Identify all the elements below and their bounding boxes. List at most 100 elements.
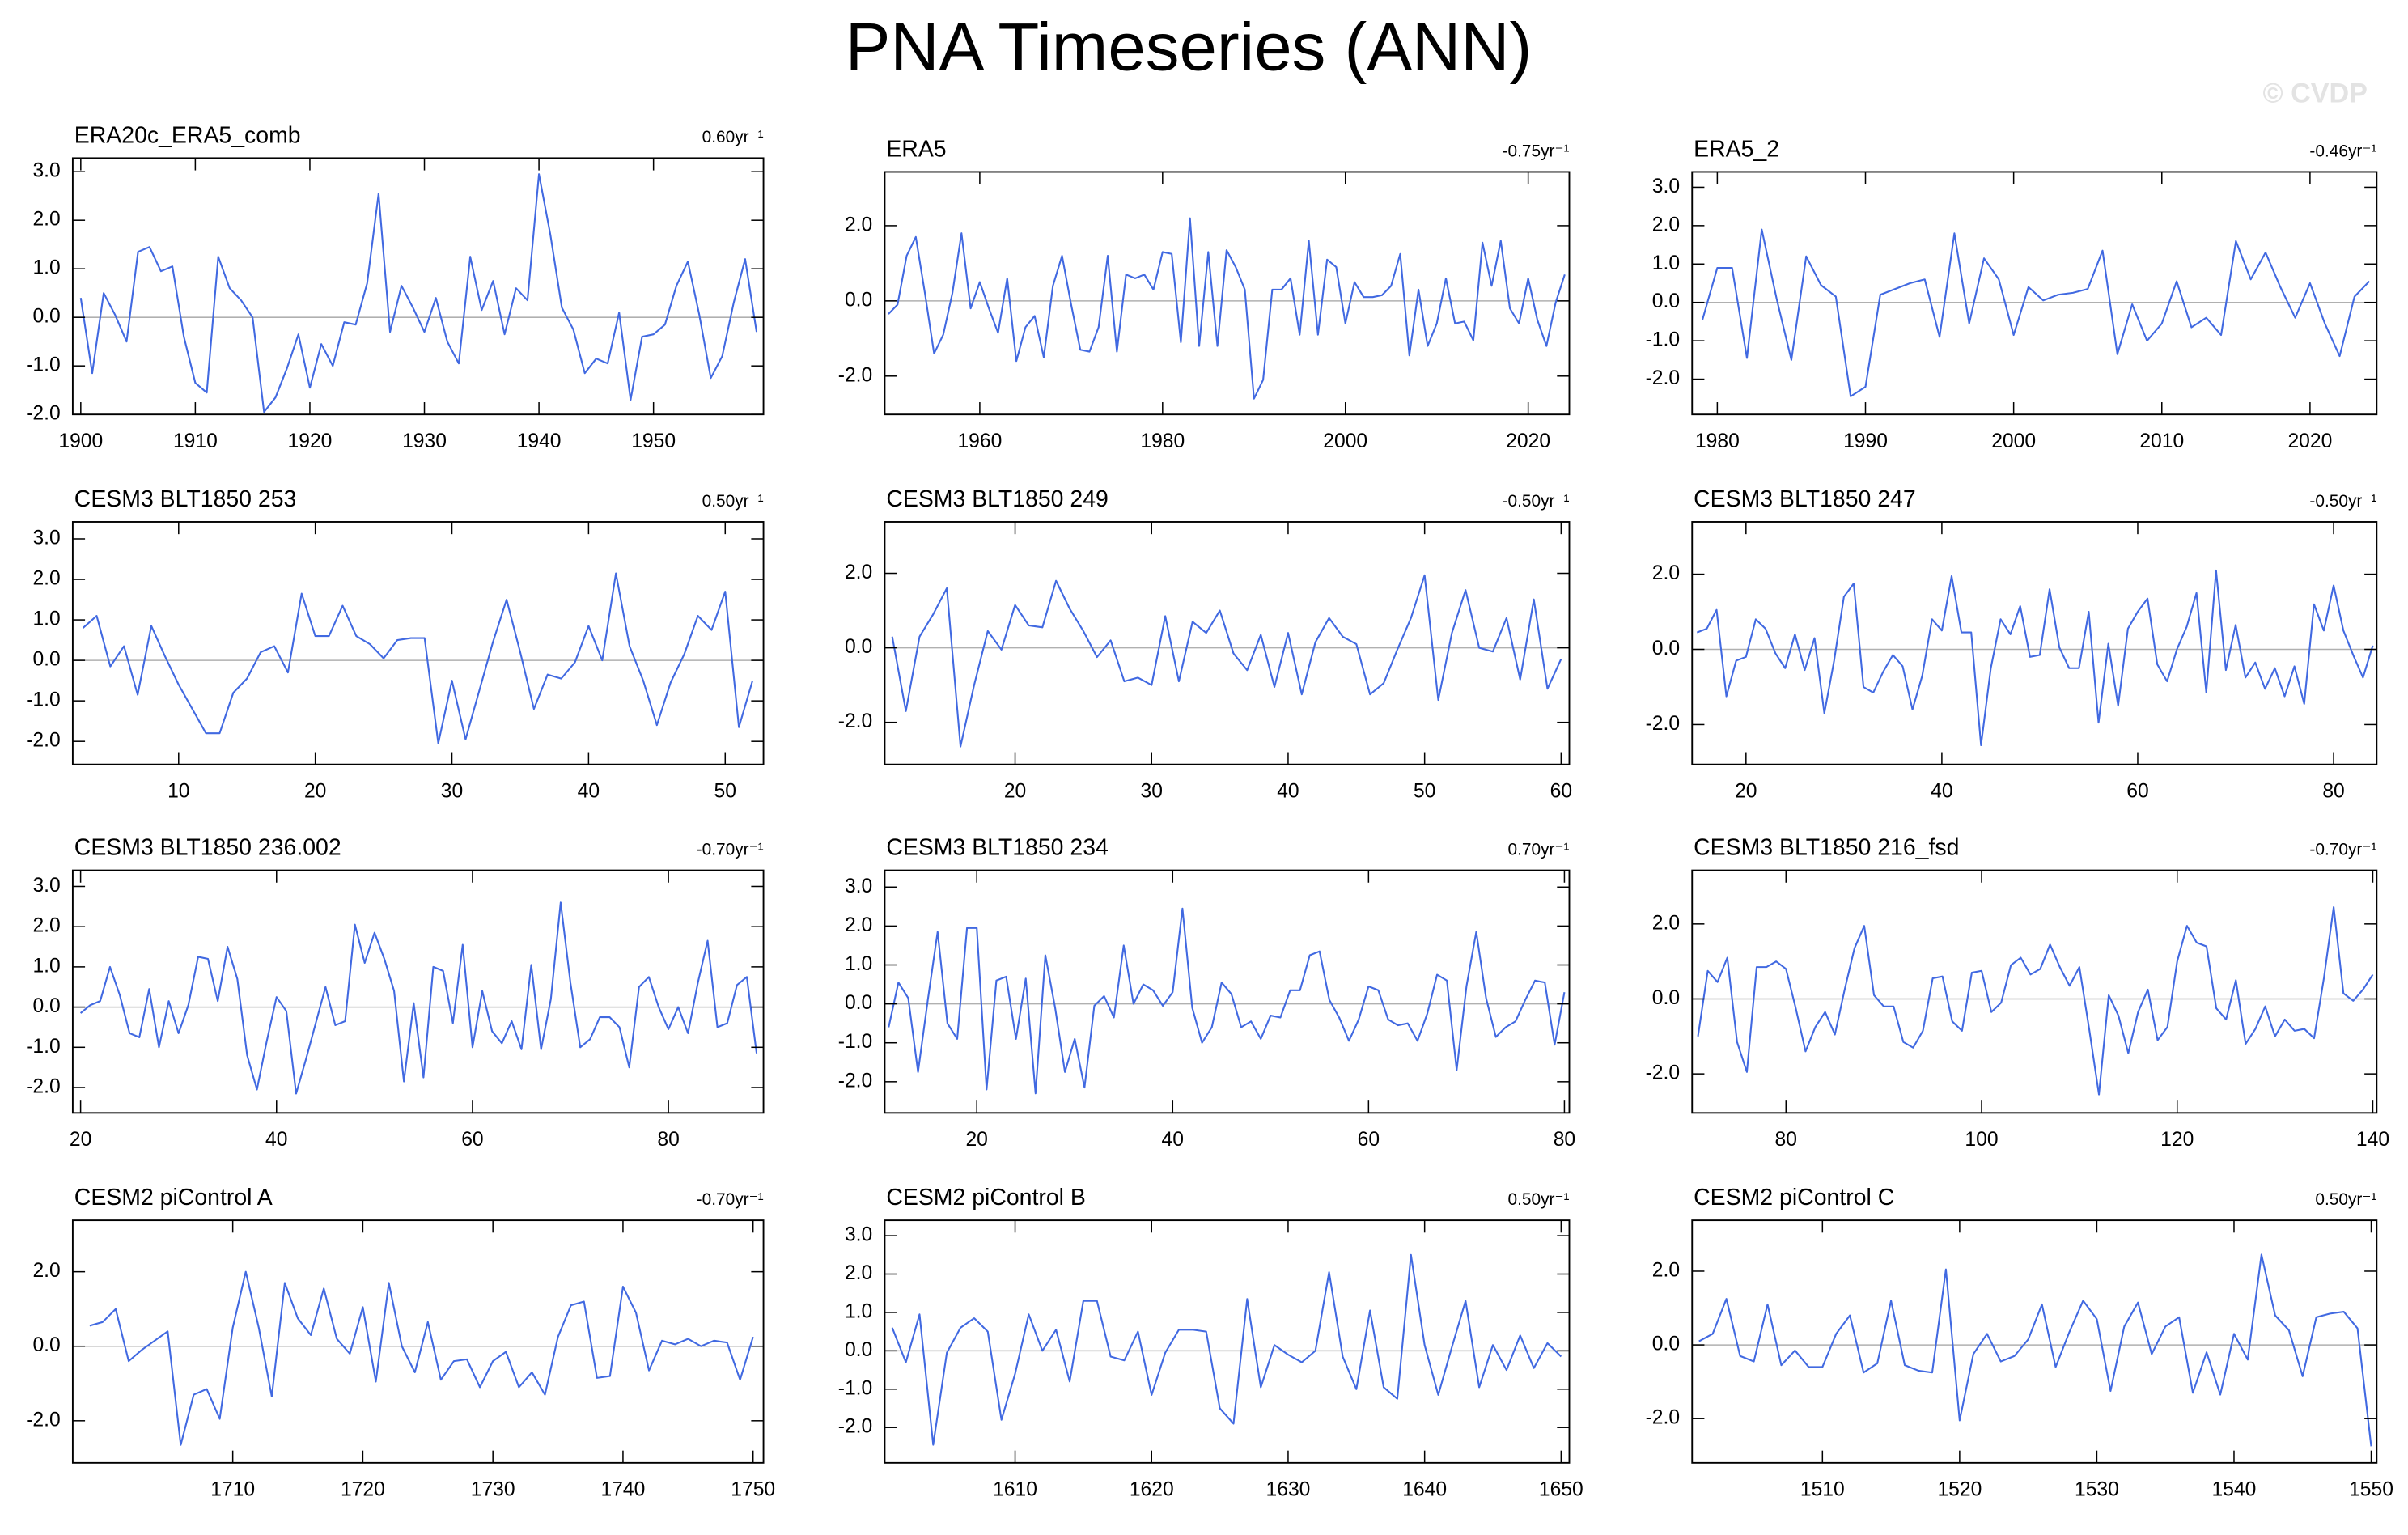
- series-line: [888, 217, 1566, 400]
- y-tick-label: -2.0: [838, 1416, 873, 1438]
- y-tick-label: 1.0: [32, 955, 60, 977]
- y-tick-label: 3.0: [1652, 176, 1680, 197]
- y-tick-label: 0.0: [1652, 1334, 1680, 1355]
- trend-label: -0.70yr⁻¹: [697, 840, 764, 859]
- series-line: [79, 901, 758, 1095]
- x-tick-label: 40: [578, 780, 600, 802]
- y-tick-label: 2.0: [1652, 214, 1680, 235]
- y-tick-label: 2.0: [845, 1262, 872, 1284]
- x-tick-label: 1930: [402, 430, 447, 452]
- plot-frame: [1691, 171, 2378, 416]
- trend-label: -0.46yr⁻¹: [2309, 142, 2376, 160]
- y-tick-label: -2.0: [1646, 1407, 1681, 1429]
- y-tick-label: 0.0: [1652, 987, 1680, 1009]
- x-tick-label: 2000: [1323, 430, 1367, 452]
- x-tick-label: 2020: [1506, 430, 1550, 452]
- trend-label: -0.75yr⁻¹: [1503, 142, 1570, 160]
- y-tick-label: 0.0: [32, 649, 60, 671]
- x-tick-label: 50: [714, 780, 736, 802]
- x-tick-label: 1940: [517, 430, 562, 452]
- x-tick-label: 1980: [1140, 430, 1185, 452]
- x-tick-label: 20: [1735, 780, 1757, 802]
- y-tick-label: 2.0: [845, 562, 872, 583]
- x-tick-label: 1950: [631, 430, 676, 452]
- y-tick-label: -2.0: [838, 1070, 873, 1092]
- plot-frame: [71, 157, 765, 416]
- y-tick-label: 0.0: [845, 289, 872, 311]
- y-tick-label: 3.0: [845, 876, 872, 897]
- x-tick-label: 1910: [173, 430, 218, 452]
- y-tick-label: 2.0: [32, 568, 60, 590]
- y-tick-label: 1.0: [32, 608, 60, 630]
- x-tick-label: 1900: [58, 430, 103, 452]
- y-tick-label: 2.0: [1652, 1259, 1680, 1281]
- x-tick-label: 1610: [993, 1479, 1037, 1501]
- y-tick-label: -2.0: [26, 403, 61, 425]
- y-tick-label: 0.0: [845, 1339, 872, 1361]
- x-tick-label: 1960: [957, 430, 1002, 452]
- x-tick-label: 1920: [288, 430, 333, 452]
- x-tick-label: 1550: [2349, 1479, 2393, 1501]
- trend-label: 0.50yr⁻¹: [702, 492, 764, 511]
- y-tick-label: 3.0: [32, 875, 60, 897]
- x-tick-label: 1510: [1800, 1479, 1845, 1501]
- x-tick-label: 1530: [2075, 1479, 2119, 1501]
- series-line: [1702, 228, 2370, 397]
- x-tick-label: 20: [70, 1129, 91, 1151]
- plot-frame: [71, 1219, 765, 1464]
- panel-title: ERA20c_ERA5_comb: [74, 122, 301, 148]
- plot-frame: [884, 869, 1571, 1114]
- y-tick-label: 0.0: [32, 995, 60, 1017]
- y-tick-label: 2.0: [845, 214, 872, 235]
- y-tick-label: 0.0: [1652, 290, 1680, 312]
- x-tick-label: 1640: [1402, 1479, 1447, 1501]
- y-tick-label: 3.0: [32, 528, 60, 549]
- y-tick-label: 2.0: [32, 1260, 60, 1282]
- x-tick-label: 50: [1414, 780, 1435, 802]
- x-tick-label: 2000: [1991, 430, 2036, 452]
- panel-title: ERA5_2: [1694, 136, 1779, 162]
- y-tick-label: -2.0: [26, 1076, 61, 1098]
- plot-frame: [884, 521, 1571, 765]
- x-tick-label: 1630: [1266, 1479, 1311, 1501]
- x-tick-label: 40: [265, 1129, 287, 1151]
- y-tick-label: -1.0: [26, 689, 61, 711]
- y-tick-label: 2.0: [32, 209, 60, 231]
- y-tick-label: -1.0: [838, 1031, 873, 1053]
- y-tick-label: 2.0: [1652, 912, 1680, 934]
- panel-title: CESM2 piControl A: [74, 1185, 273, 1211]
- y-tick-label: 1.0: [1652, 252, 1680, 274]
- panel-title: CESM2 piControl B: [886, 1185, 1086, 1211]
- x-tick-label: 20: [1004, 780, 1026, 802]
- y-tick-label: -2.0: [26, 1409, 61, 1431]
- series-line: [89, 1270, 754, 1446]
- trend-label: 0.50yr⁻¹: [1508, 1190, 1570, 1209]
- plot-frame: [884, 1219, 1571, 1464]
- x-tick-label: 1650: [1539, 1479, 1583, 1501]
- x-tick-label: 1730: [471, 1479, 515, 1501]
- panel-title: CESM3 BLT1850 253: [74, 486, 297, 512]
- y-tick-label: -1.0: [26, 1036, 61, 1058]
- x-tick-label: 60: [461, 1129, 483, 1151]
- x-tick-label: 1520: [1937, 1479, 1982, 1501]
- plot-frame: [71, 521, 765, 765]
- plot-frame: [1691, 521, 2378, 765]
- x-tick-label: 100: [1965, 1129, 1998, 1151]
- y-tick-label: -2.0: [1646, 367, 1681, 389]
- series-line: [1698, 1253, 2372, 1447]
- x-tick-label: 40: [1277, 780, 1299, 802]
- series-line: [1696, 569, 2374, 747]
- y-tick-label: 1.0: [32, 257, 60, 279]
- y-tick-label: 1.0: [845, 953, 872, 975]
- figure-title: PNA Timeseries (ANN): [846, 9, 1533, 85]
- x-tick-label: 1990: [1843, 430, 1888, 452]
- x-tick-label: 60: [1358, 1129, 1380, 1151]
- x-tick-label: 120: [2160, 1129, 2194, 1151]
- x-tick-label: 1620: [1130, 1479, 1174, 1501]
- x-tick-label: 20: [965, 1129, 987, 1151]
- x-tick-label: 40: [1162, 1129, 1184, 1151]
- x-tick-label: 140: [2356, 1129, 2389, 1151]
